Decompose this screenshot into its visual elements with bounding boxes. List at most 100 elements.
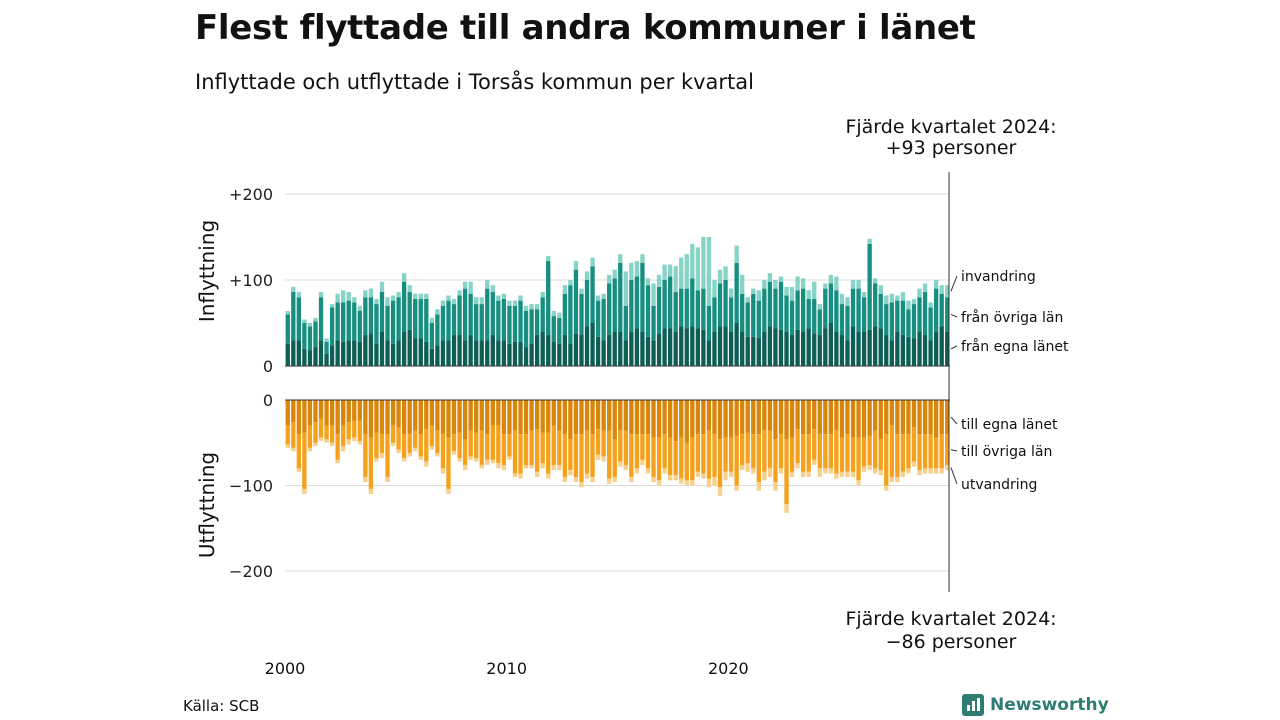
outflow-bar-till-övriga-län	[740, 434, 745, 465]
outflow-bar-till-egna-länet	[368, 400, 374, 438]
inflow-bar-från-övriga-län	[413, 298, 418, 339]
outflow-bar-till-egna-länet	[429, 400, 435, 426]
inflow-bar-från-egna-länet	[512, 341, 518, 366]
outflow-bar-till-egna-länet	[601, 400, 606, 431]
inflow-bar-invandring	[651, 283, 656, 306]
outflow-bar-till-egna-länet	[546, 400, 551, 433]
inflow-bar-invandring	[861, 292, 867, 298]
inflow-bar-från-egna-länet	[324, 353, 329, 366]
outflow-bar-till-egna-länet	[917, 400, 922, 435]
outflow-bar-till-övriga-län	[623, 430, 628, 465]
inflow-bar-från-egna-länet	[413, 338, 418, 366]
inflow-bar-från-egna-länet	[945, 331, 950, 366]
outflow-bar-till-övriga-län	[429, 425, 435, 447]
outflow-bar-utvandring	[740, 464, 745, 471]
outflow-bar-utvandring	[640, 459, 645, 465]
inflow-bar-från-egna-länet	[767, 326, 773, 366]
outflow-bar-till-egna-länet	[812, 400, 817, 430]
outflow-bar-till-övriga-län	[485, 434, 490, 460]
inflow-bar-från-egna-länet	[634, 328, 640, 366]
inflow-bar-invandring	[357, 305, 362, 311]
inflow-bar-från-övriga-län	[789, 300, 795, 336]
inflow-bar-från-egna-länet	[712, 331, 717, 366]
outflow-bar-till-övriga-län	[612, 439, 617, 477]
outflow-bar-till-övriga-län	[723, 437, 728, 472]
inflow-bar-från-egna-länet	[329, 345, 335, 366]
outflow-bar-utvandring	[695, 471, 701, 477]
outflow-bar-till-egna-länet	[352, 400, 357, 421]
outflow-bar-till-övriga-län	[900, 434, 906, 472]
inflow-bar-invandring	[568, 280, 573, 286]
outflow-bar-till-egna-länet	[867, 400, 872, 436]
outflow-bar-till-egna-länet	[667, 400, 673, 438]
outflow-bar-till-övriga-län	[618, 430, 623, 462]
inflow-series-label: från egna länet	[961, 338, 1069, 355]
inflow-bar-invandring	[889, 293, 894, 303]
inflow-bar-invandring	[346, 292, 351, 301]
outflow-bar-till-egna-länet	[379, 400, 385, 435]
outflow-bar-till-egna-länet	[595, 400, 601, 430]
outflow-bar-till-övriga-län	[922, 434, 928, 469]
outflow-bar-utvandring	[507, 456, 512, 460]
outflow-bar-till-övriga-län	[307, 425, 313, 448]
outflow-bar-till-övriga-län	[413, 430, 418, 448]
inflow-bar-från-övriga-län	[313, 321, 318, 348]
inflow-bar-invandring	[734, 245, 739, 263]
inflow-bar-från-övriga-län	[501, 298, 507, 341]
inflow-bar-från-egna-länet	[335, 340, 340, 366]
outflow-bar-utvandring	[446, 488, 451, 495]
outflow-bar-utvandring	[595, 454, 601, 460]
outflow-bar-till-övriga-län	[878, 439, 883, 471]
inflow-bar-från-övriga-län	[379, 292, 385, 332]
inflow-bar-från-egna-länet	[629, 331, 634, 366]
inflow-bar-invandring	[673, 266, 678, 293]
inflow-bar-från-egna-länet	[462, 340, 468, 366]
outflow-series-label: till egna länet	[961, 417, 1058, 433]
outflow-bar-utvandring	[723, 471, 728, 481]
outflow-bar-till-övriga-län	[645, 434, 651, 469]
inflow-bar-från-egna-länet	[595, 336, 601, 366]
inflow-bar-invandring	[407, 285, 412, 293]
outflow-bar-till-övriga-län	[584, 430, 590, 474]
outflow-bar-till-egna-länet	[374, 400, 379, 433]
outflow-bar-till-egna-länet	[462, 400, 468, 440]
inflow-bar-från-övriga-län	[817, 309, 822, 336]
outflow-bar-till-egna-länet	[800, 400, 806, 435]
inflow-bar-från-egna-länet	[812, 333, 817, 366]
inflow-bar-från-övriga-län	[474, 304, 479, 341]
brand-logo[interactable]: Newsworthy	[962, 692, 1109, 718]
outflow-bar-till-egna-länet	[928, 400, 933, 435]
inflow-bar-från-övriga-län	[579, 293, 584, 336]
outflow-bar-till-egna-länet	[778, 400, 784, 435]
outflow-bar-till-egna-länet	[728, 400, 734, 438]
inflow-bar-från-övriga-län	[507, 305, 512, 344]
outflow-bar-utvandring	[717, 487, 723, 496]
outflow-bar-till-övriga-län	[640, 434, 645, 460]
inflow-bar-invandring	[762, 280, 767, 289]
outflow-bar-utvandring	[784, 504, 789, 513]
inflow-bar-invandring	[590, 257, 595, 267]
inflow-bar-från-övriga-län	[396, 297, 401, 341]
outflow-bar-till-övriga-län	[368, 437, 374, 489]
outflow-bar-utvandring	[706, 478, 712, 488]
inflow-bar-från-övriga-län	[601, 298, 606, 341]
outflow-bar-utvandring	[684, 480, 689, 486]
outflow-bar-utvandring	[413, 447, 418, 452]
inflow-bar-från-övriga-län	[634, 276, 640, 329]
inflow-bar-från-övriga-län	[385, 305, 390, 341]
outflow-bar-utvandring	[656, 480, 662, 486]
outflow-bar-till-övriga-län	[446, 437, 451, 489]
outflow-bar-utvandring	[933, 468, 939, 474]
outflow-bar-till-övriga-län	[728, 437, 734, 472]
outflow-bar-till-egna-länet	[573, 400, 579, 435]
outflow-bar-till-egna-länet	[446, 400, 451, 438]
inflow-bar-invandring	[690, 243, 695, 279]
inflow-bar-invandring	[307, 323, 313, 327]
inflow-bar-invandring	[900, 292, 906, 301]
outflow-bar-utvandring	[928, 468, 933, 474]
inflow-bar-invandring	[335, 293, 340, 303]
inflow-bar-från-egna-länet	[579, 335, 584, 366]
outflow-bar-utvandring	[601, 456, 606, 462]
inflow-bar-från-egna-länet	[861, 331, 867, 366]
outflow-bar-till-egna-länet	[457, 400, 462, 433]
